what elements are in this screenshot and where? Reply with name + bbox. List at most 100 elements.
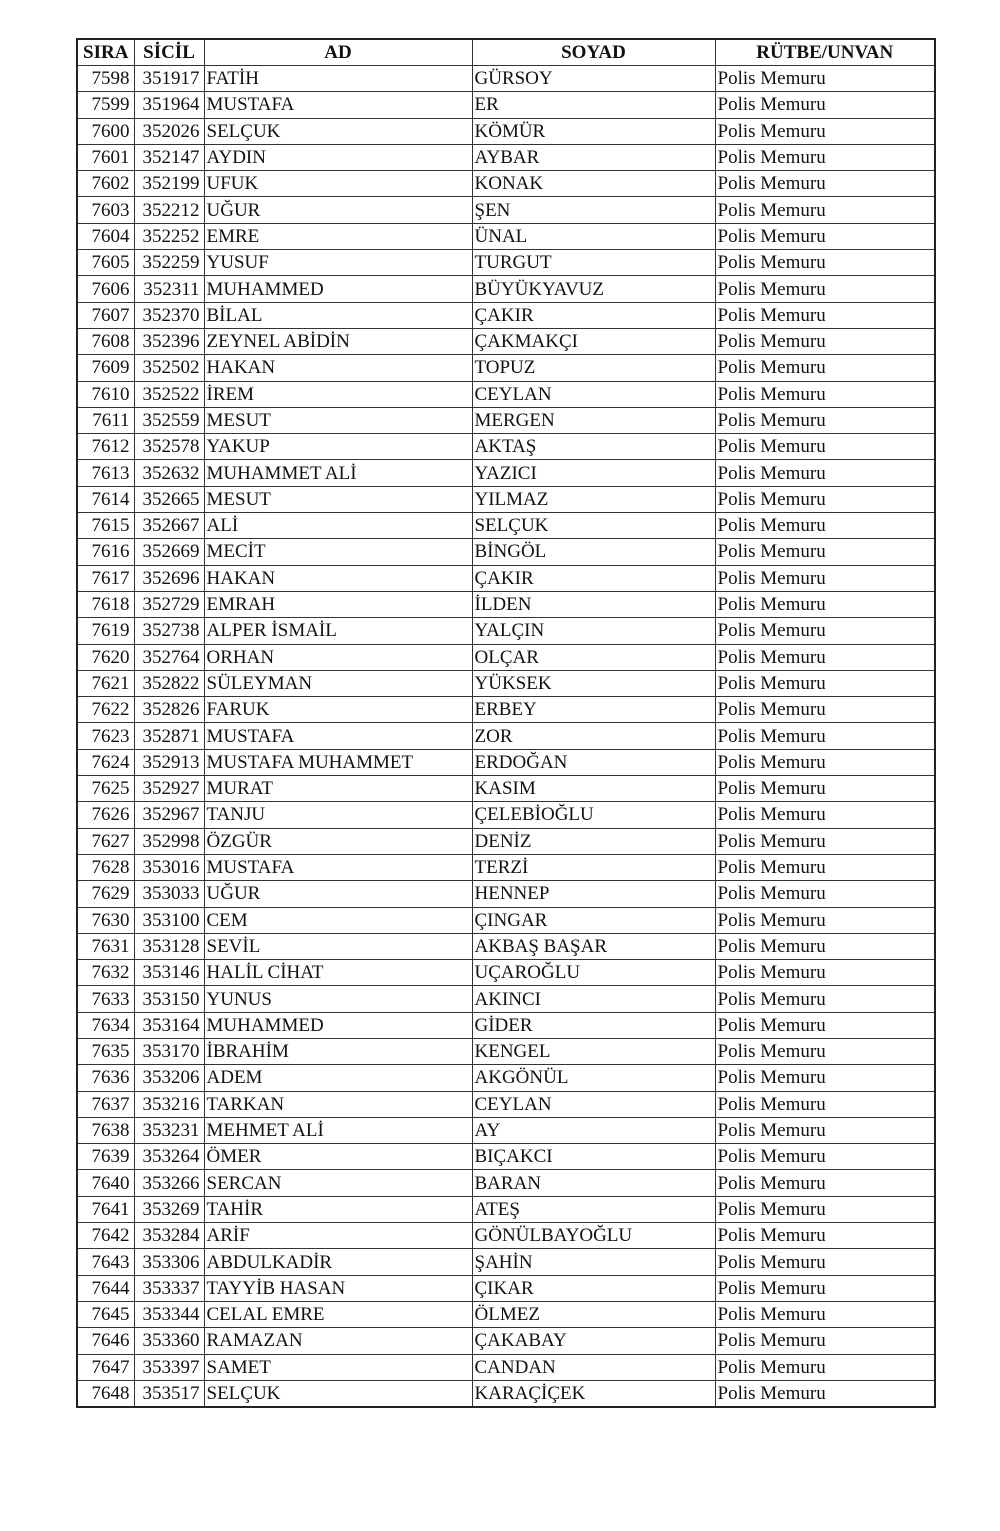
cell-sicil: 352669 [133,538,205,566]
cell-soyad: KASIM [471,775,716,803]
cell-sira: 7605 [76,249,135,277]
cell-sira: 7619 [76,617,135,645]
cell-sicil: 353337 [133,1274,205,1302]
cell-ad: SEVİL [203,932,473,961]
cell-rutbe-unvan: Polis Memuru [714,696,936,724]
cell-sicil: 352370 [133,301,205,329]
cell-sira: 7625 [76,775,135,803]
cell-rutbe-unvan: Polis Memuru [714,801,936,829]
table-row: 7637 353216 TARKAN CEYLAN Polis Memuru [76,1090,936,1118]
cell-sira: 7602 [76,170,135,198]
cell-ad: HAKAN [203,564,473,592]
cell-sicil: 352502 [133,354,205,382]
cell-sira: 7639 [76,1143,135,1171]
cell-ad: MUSTAFA MUHAMMET [203,748,473,777]
cell-rutbe-unvan: Polis Memuru [714,906,936,934]
cell-sicil: 352522 [133,380,205,408]
cell-rutbe-unvan: Polis Memuru [714,275,936,303]
cell-soyad: AKGÖNÜL [471,1064,716,1092]
table-row: 7619 352738 ALPER İSMAİL YALÇIN Polis Memuru [76,617,936,645]
table-row: 7626 352967 TANJU ÇELEBİOĞLU Polis Memuru [76,801,936,829]
cell-sira: 7637 [76,1090,135,1118]
table-row: 7633 353150 YUNUS AKINCI Polis Memuru [76,985,936,1013]
cell-sicil: 352667 [133,512,205,540]
cell-sicil: 353033 [133,880,205,908]
cell-ad: ÖMER [203,1143,473,1171]
cell-sira: 7646 [76,1327,135,1355]
cell-sira: 7598 [76,64,135,93]
cell-sira: 7623 [76,722,135,750]
cell-ad: SAMET [203,1353,473,1381]
cell-soyad: BİNGÖL [471,538,716,566]
cell-sira: 7636 [76,1064,135,1092]
cell-soyad: CANDAN [471,1353,716,1381]
cell-sicil: 353206 [133,1064,205,1092]
table-row: 7641 353269 TAHİR ATEŞ Polis Memuru [76,1195,936,1224]
cell-sicil: 351964 [133,91,205,119]
cell-sira: 7632 [76,959,135,987]
cell-ad: SERCAN [203,1169,473,1197]
cell-sira: 7614 [76,485,135,514]
table-row: 7612 352578 YAKUP AKTAŞ Polis Memuru [76,433,936,461]
cell-ad: MUHAMMED [203,1011,473,1039]
header-sicil: SİCİL [133,38,205,66]
cell-soyad: AKINCI [471,985,716,1013]
table-row: 7645 353344 CELAL EMRE ÖLMEZ Polis Memuru [76,1300,936,1329]
cell-sicil: 352559 [133,406,205,435]
cell-ad: ARİF [203,1222,473,1250]
cell-rutbe-unvan: Polis Memuru [714,196,936,224]
cell-sicil: 353344 [133,1300,205,1329]
cell-soyad: ŞEN [471,196,716,224]
cell-sicil: 352311 [133,275,205,303]
cell-rutbe-unvan: Polis Memuru [714,1248,936,1276]
cell-sira: 7641 [76,1195,135,1224]
cell-soyad: GİDER [471,1011,716,1039]
cell-rutbe-unvan: Polis Memuru [714,827,936,855]
cell-sicil: 353146 [133,959,205,987]
table-row: 7604 352252 EMRE ÜNAL Polis Memuru [76,222,936,251]
table-body: 7598 351917 FATİH GÜRSOY Polis Memuru 7599 351… [76,64,936,1408]
cell-sira: 7628 [76,853,135,882]
cell-sicil: 352738 [133,617,205,645]
cell-rutbe-unvan: Polis Memuru [714,985,936,1013]
cell-ad: MUHAMMED [203,275,473,303]
table-row: 7632 353146 HALİL CİHAT UÇAROĞLU Polis Memur… [76,959,936,987]
table-row: 7629 353033 UĞUR HENNEP Polis Memuru [76,880,936,908]
cell-rutbe-unvan: Polis Memuru [714,1116,936,1145]
cell-rutbe-unvan: Polis Memuru [714,1300,936,1329]
cell-ad: BİLAL [203,301,473,329]
cell-sicil: 352826 [133,696,205,724]
table-row: 7617 352696 HAKAN ÇAKIR Polis Memuru [76,564,936,592]
cell-sira: 7611 [76,406,135,435]
cell-sicil: 353100 [133,906,205,934]
cell-ad: ADEM [203,1064,473,1092]
cell-ad: SELÇUK [203,1379,473,1408]
cell-sicil: 353284 [133,1222,205,1250]
table-row: 7602 352199 UFUK KONAK Polis Memuru [76,170,936,198]
cell-soyad: ŞAHİN [471,1248,716,1276]
cell-rutbe-unvan: Polis Memuru [714,669,936,698]
cell-rutbe-unvan: Polis Memuru [714,1274,936,1302]
cell-soyad: SELÇUK [471,512,716,540]
cell-ad: UĞUR [203,880,473,908]
cell-soyad: ÇIKAR [471,1274,716,1302]
cell-sicil: 353397 [133,1353,205,1381]
table-row: 7600 352026 SELÇUK KÖMÜR Polis Memuru [76,117,936,145]
cell-soyad: BIÇAKCI [471,1143,716,1171]
cell-soyad: ZOR [471,722,716,750]
cell-ad: FARUK [203,696,473,724]
cell-rutbe-unvan: Polis Memuru [714,1169,936,1197]
cell-ad: MUSTAFA [203,722,473,750]
table-row: 7615 352667 ALİ SELÇUK Polis Memuru [76,512,936,540]
cell-soyad: ATEŞ [471,1195,716,1224]
cell-rutbe-unvan: Polis Memuru [714,775,936,803]
cell-sira: 7617 [76,564,135,592]
table-row: 7607 352370 BİLAL ÇAKIR Polis Memuru [76,301,936,329]
cell-rutbe-unvan: Polis Memuru [714,1064,936,1092]
cell-sicil: 352764 [133,643,205,671]
cell-ad: MEHMET ALİ [203,1116,473,1145]
table-row: 7648 353517 SELÇUK KARAÇİÇEK Polis Memuru [76,1379,936,1408]
cell-sicil: 353517 [133,1379,205,1408]
cell-sira: 7627 [76,827,135,855]
cell-rutbe-unvan: Polis Memuru [714,249,936,277]
